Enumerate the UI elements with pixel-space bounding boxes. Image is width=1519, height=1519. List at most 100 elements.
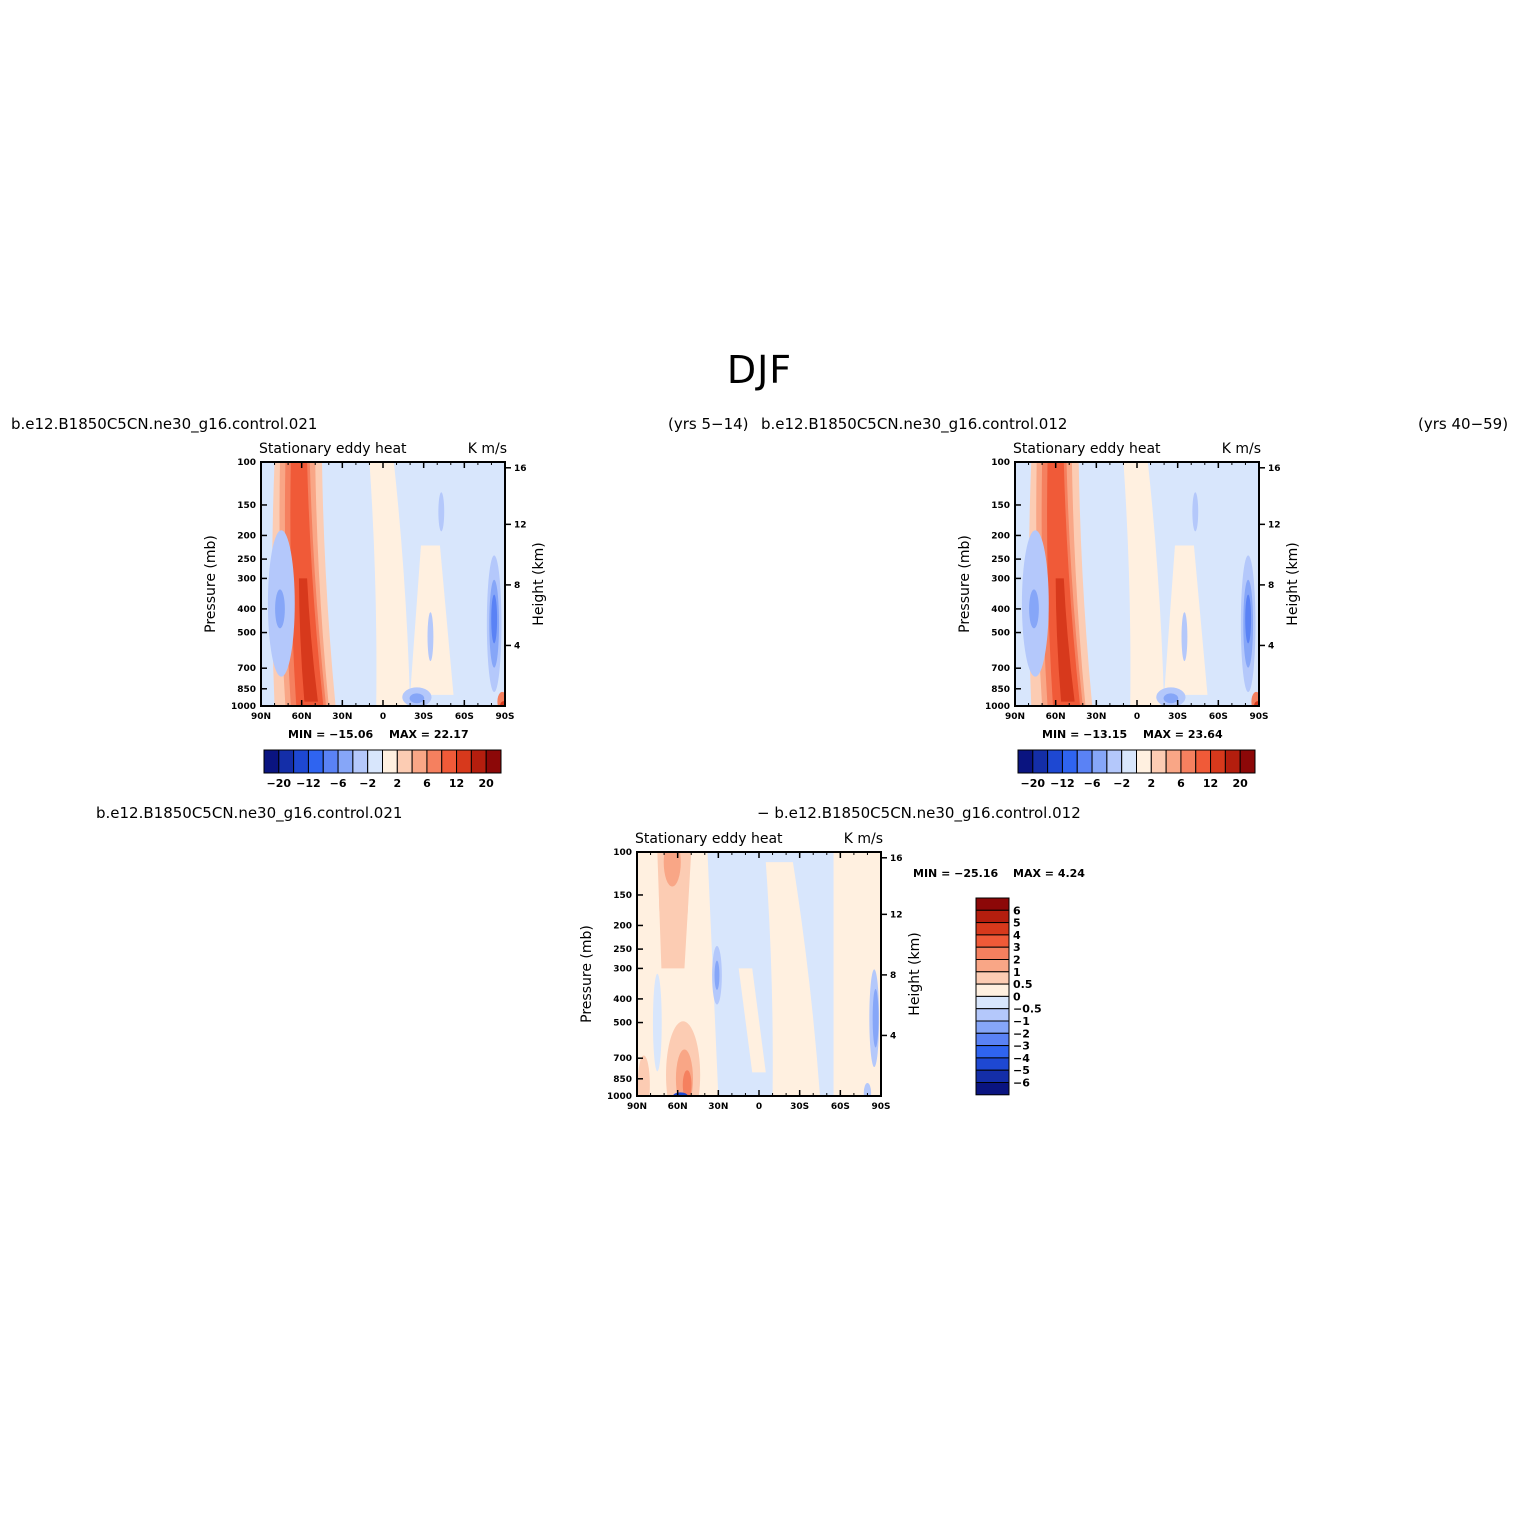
y-tick-label: 1000 [985, 702, 1010, 712]
max-value: MAX = 4.24 [1013, 867, 1085, 880]
max-value: MAX = 23.64 [1143, 728, 1223, 741]
colorbar-swatch [293, 749, 309, 774]
x-tick-label: 60N [1046, 712, 1066, 722]
y-tick-label: 500 [237, 629, 256, 639]
x-tick-label: 60S [1209, 712, 1228, 722]
colorbar-swatch [975, 1008, 1010, 1022]
field-contour-6 [298, 578, 318, 702]
field-contour-8 [275, 589, 285, 629]
plot-area [261, 462, 505, 706]
colorbar-swatch [441, 749, 458, 774]
y-tick-label: 300 [991, 574, 1010, 584]
colorbar-label: −0.5 [1013, 1003, 1042, 1016]
y-tick-label: 150 [613, 891, 632, 901]
height-tick-label: 4 [890, 1031, 896, 1041]
colorbar-swatch [1091, 749, 1108, 774]
min-value: MIN = −13.15 [1042, 728, 1127, 741]
diff-header-right: − b.e12.B1850C5CN.ne30_g16.control.012 [757, 804, 1081, 822]
field-contour-2 [833, 852, 881, 1096]
colorbar-swatch [456, 749, 472, 774]
colorbar-label: −2 [1113, 777, 1130, 790]
colorbar-swatch [470, 749, 487, 774]
colorbar-label: 5 [1013, 917, 1021, 930]
field-contour-10 [1181, 612, 1188, 662]
x-tick-label: 30N [332, 712, 352, 722]
panel-difference: 90N 60N 30N 0 30S 60S 90S 100 150 200 250 300 400 500… [537, 826, 1137, 1126]
field-contour-11 [652, 973, 662, 1072]
min-value: MIN = −25.16 [913, 867, 998, 880]
colorbar-label: 20 [479, 777, 495, 790]
chart-title: Stationary eddy heat [1013, 441, 1161, 457]
colorbar-swatch [278, 749, 295, 774]
colorbar-label: 12 [449, 777, 464, 790]
y-tick-label: 850 [613, 1075, 632, 1085]
colorbar-swatch [426, 749, 443, 774]
x-tick-label: 60N [292, 712, 312, 722]
colorbar-swatch [975, 1069, 1010, 1083]
y-tick-label: 150 [991, 501, 1010, 511]
chart-title: Stationary eddy heat [259, 441, 407, 457]
height-tick-label: 4 [514, 641, 520, 651]
colorbar-swatch [975, 1045, 1010, 1059]
field-contour-6 [1055, 578, 1075, 702]
colorbar-label: −12 [296, 777, 321, 790]
plot-area [637, 852, 881, 1096]
y-tick-label: 1000 [607, 1092, 632, 1102]
field-contour-13 [491, 594, 498, 644]
y-tick-label: 100 [991, 458, 1010, 468]
field-contour-9 [438, 492, 445, 532]
x-tick-label: 90N [627, 1102, 647, 1112]
colorbar-swatch [1017, 749, 1034, 774]
y-tick-label: 250 [613, 945, 632, 955]
colorbar-swatch [975, 897, 1010, 911]
field-contour-15 [1163, 693, 1179, 704]
x-tick-label: 30N [708, 1102, 728, 1112]
field-contour-6 [663, 852, 681, 887]
colorbar-label: 4 [1013, 929, 1021, 942]
y-tick-label: 500 [991, 629, 1010, 639]
panel-case1: 90N 60N 30N 0 30S 60S 90S 100 150 200 250 300 400 500… [160, 436, 600, 796]
x-tick-label: 30S [414, 712, 433, 722]
colorbar-swatch [975, 909, 1010, 924]
y-tick-label: 700 [613, 1054, 632, 1064]
header-case1: b.e12.B1850C5CN.ne30_g16.control.021 [11, 415, 318, 433]
field-contour-13 [714, 960, 720, 990]
colorbar-swatch [322, 749, 339, 774]
colorbar-swatch [1165, 749, 1182, 774]
field-contour-15 [872, 988, 879, 1048]
colorbar-swatch [975, 1032, 1010, 1047]
field-contour-10 [427, 612, 434, 662]
field-contour-13 [1245, 594, 1252, 644]
max-value: MAX = 22.17 [389, 728, 469, 741]
colorbar-swatch [975, 1057, 1010, 1071]
colorbar-label: 6 [1177, 777, 1185, 790]
height-tick-label: 12 [514, 520, 527, 530]
height-tick-label: 16 [514, 464, 527, 474]
colorbar-swatch [263, 749, 280, 774]
chart-units: K m/s [468, 441, 507, 457]
chart-units: K m/s [844, 831, 883, 847]
y-tick-label: 200 [991, 531, 1010, 541]
page-title: DJF [726, 348, 793, 392]
height-tick-label: 12 [1268, 520, 1281, 530]
chart-difference: 90N 60N 30N 0 30S 60S 90S100150200250300400500… [579, 831, 1085, 1112]
colorbar-label: 0.5 [1013, 978, 1033, 991]
height-tick-label: 8 [514, 581, 520, 591]
field-contour-0 [1123, 462, 1165, 706]
y-tick-label: 300 [613, 964, 632, 974]
colorbar-swatch [1032, 749, 1049, 774]
colorbar-swatch [337, 749, 354, 774]
x-tick-label: 90S [871, 1102, 890, 1112]
colorbar-label: −1 [1013, 1015, 1030, 1028]
y-tick-label: 400 [613, 995, 632, 1005]
colorbar-label: −2 [1013, 1027, 1030, 1040]
field-contour-8 [1029, 589, 1039, 629]
colorbar-label: 2 [1013, 954, 1021, 967]
colorbar-swatch [1224, 749, 1241, 774]
height-tick-label: 12 [890, 910, 903, 920]
header-case2: b.e12.B1850C5CN.ne30_g16.control.012 [761, 415, 1068, 433]
y-tick-label: 250 [237, 555, 256, 565]
colorbar-swatch [1121, 749, 1137, 774]
diff-header-left: b.e12.B1850C5CN.ne30_g16.control.021 [96, 804, 403, 822]
colorbar [975, 897, 1010, 1096]
